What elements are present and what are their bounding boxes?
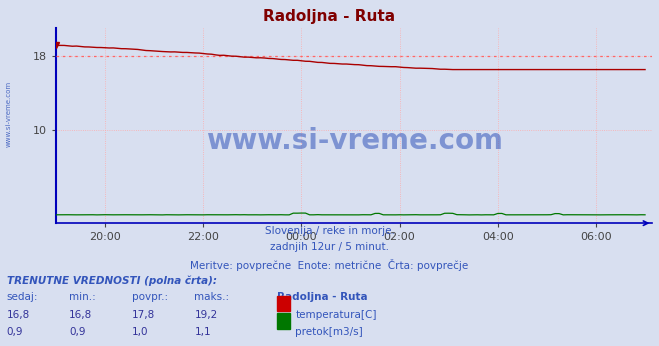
Text: maks.:: maks.: [194, 292, 229, 302]
Text: sedaj:: sedaj: [7, 292, 38, 302]
Text: 1,0: 1,0 [132, 327, 148, 337]
Text: temperatura[C]: temperatura[C] [295, 310, 377, 320]
Text: 17,8: 17,8 [132, 310, 155, 320]
Text: 16,8: 16,8 [7, 310, 30, 320]
Text: povpr.:: povpr.: [132, 292, 168, 302]
Text: www.si-vreme.com: www.si-vreme.com [206, 127, 503, 155]
Text: Meritve: povprečne  Enote: metrične  Črta: povprečje: Meritve: povprečne Enote: metrične Črta:… [190, 259, 469, 271]
Text: 16,8: 16,8 [69, 310, 92, 320]
Text: zadnjih 12ur / 5 minut.: zadnjih 12ur / 5 minut. [270, 242, 389, 252]
Text: 19,2: 19,2 [194, 310, 217, 320]
Text: www.si-vreme.com: www.si-vreme.com [5, 81, 11, 147]
Text: min.:: min.: [69, 292, 96, 302]
Text: TRENUTNE VREDNOSTI (polna črta):: TRENUTNE VREDNOSTI (polna črta): [7, 275, 217, 285]
Text: Radoljna - Ruta: Radoljna - Ruta [277, 292, 368, 302]
Text: 0,9: 0,9 [7, 327, 23, 337]
Text: pretok[m3/s]: pretok[m3/s] [295, 327, 363, 337]
Text: 1,1: 1,1 [194, 327, 211, 337]
Text: Slovenija / reke in morje.: Slovenija / reke in morje. [264, 226, 395, 236]
Text: Radoljna - Ruta: Radoljna - Ruta [264, 9, 395, 24]
Text: 0,9: 0,9 [69, 327, 86, 337]
